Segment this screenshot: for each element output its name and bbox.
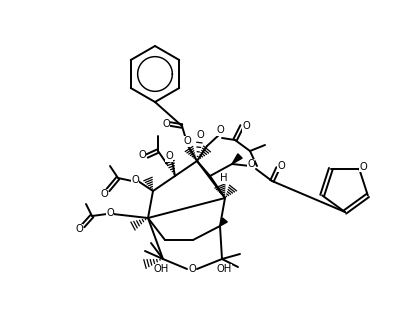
Text: O: O <box>75 224 83 234</box>
Text: O: O <box>247 159 255 169</box>
Text: O: O <box>242 121 250 131</box>
Text: O: O <box>100 189 108 199</box>
Text: O: O <box>138 150 146 160</box>
Text: OH: OH <box>153 264 169 274</box>
Text: O: O <box>165 151 173 161</box>
Polygon shape <box>232 154 242 164</box>
Text: O: O <box>277 161 285 171</box>
Text: O: O <box>216 125 224 135</box>
Text: H: H <box>220 173 228 183</box>
Text: O: O <box>162 119 170 129</box>
Text: O: O <box>131 175 139 185</box>
Text: O: O <box>196 130 204 140</box>
Text: OH: OH <box>216 264 232 274</box>
Text: O: O <box>359 162 367 172</box>
Text: O: O <box>106 208 114 218</box>
Text: O: O <box>188 264 196 274</box>
Text: O: O <box>183 136 191 146</box>
Polygon shape <box>220 218 227 226</box>
